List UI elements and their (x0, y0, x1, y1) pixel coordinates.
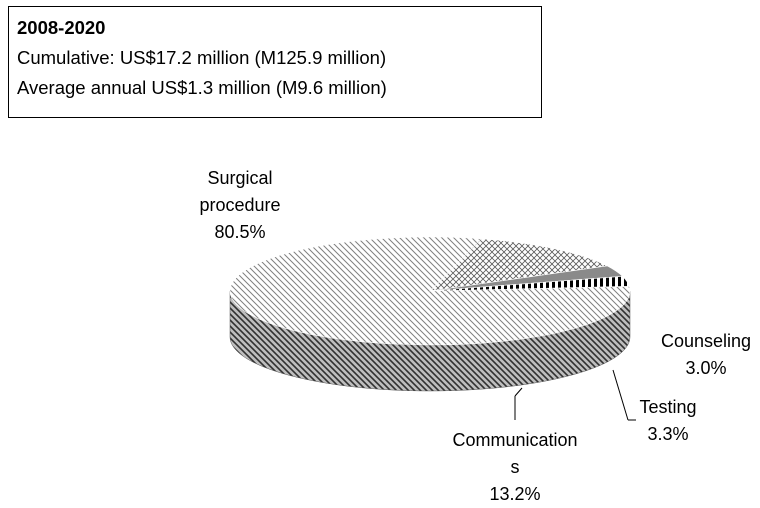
note: Average annual US$1.3 million (M9.6 mill… (17, 77, 387, 98)
category-label: Testing (639, 397, 697, 417)
label: Testing 3.3% (618, 394, 718, 448)
value-label: 3.3% (647, 424, 689, 444)
value-label: 13.2% (489, 484, 541, 504)
category-label: Counseling (660, 331, 752, 351)
label: Communications 13.2% (430, 427, 600, 508)
value-label: 80.5% (214, 222, 266, 242)
title: 2008-2020 (17, 17, 106, 38)
category-label: Communications (452, 430, 578, 477)
label: Surgical procedure 80.5% (170, 165, 310, 246)
category-label: Surgical procedure (199, 168, 281, 215)
note: Cumulative: US$17.2 million (M125.9 mill… (17, 47, 387, 68)
slice (429, 238, 609, 292)
slice (429, 275, 630, 292)
info-box: 2008-2020 Cumulative: US$17.2 million (M… (8, 6, 542, 118)
value-label: 3.0% (685, 358, 727, 378)
label: Counseling 3.0% (646, 328, 760, 382)
leader-line (612, 369, 629, 421)
leader-line (514, 387, 523, 397)
